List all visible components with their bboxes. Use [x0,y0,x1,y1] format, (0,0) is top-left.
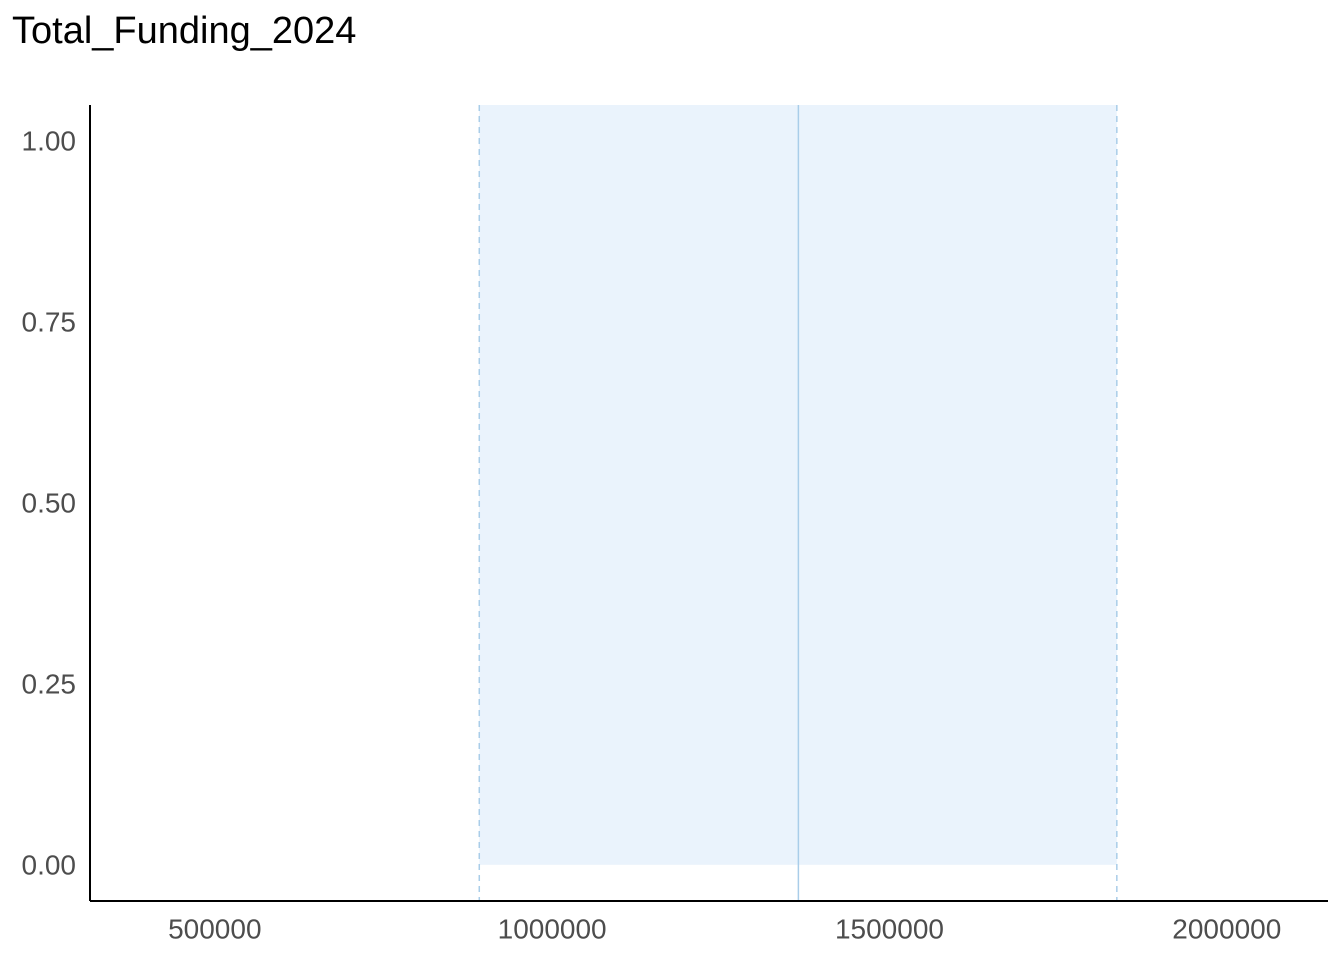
y-tick-label: 1.00 [22,126,77,157]
x-tick-label: 1000000 [498,914,607,945]
y-tick-label: 0.50 [22,488,77,519]
x-tick-label: 500000 [168,914,261,945]
y-tick-label: 0.75 [22,307,77,338]
y-tick-label: 0.00 [22,849,77,880]
chart-title: Total_Funding_2024 [12,10,357,52]
x-tick-label: 2000000 [1172,914,1281,945]
y-axis-ticks: 0.00 0.25 0.50 0.75 1.00 [22,126,77,881]
x-tick-label: 1500000 [835,914,944,945]
x-axis-ticks: 500000 1000000 1500000 2000000 [168,914,1281,945]
y-tick-label: 0.25 [22,668,77,699]
